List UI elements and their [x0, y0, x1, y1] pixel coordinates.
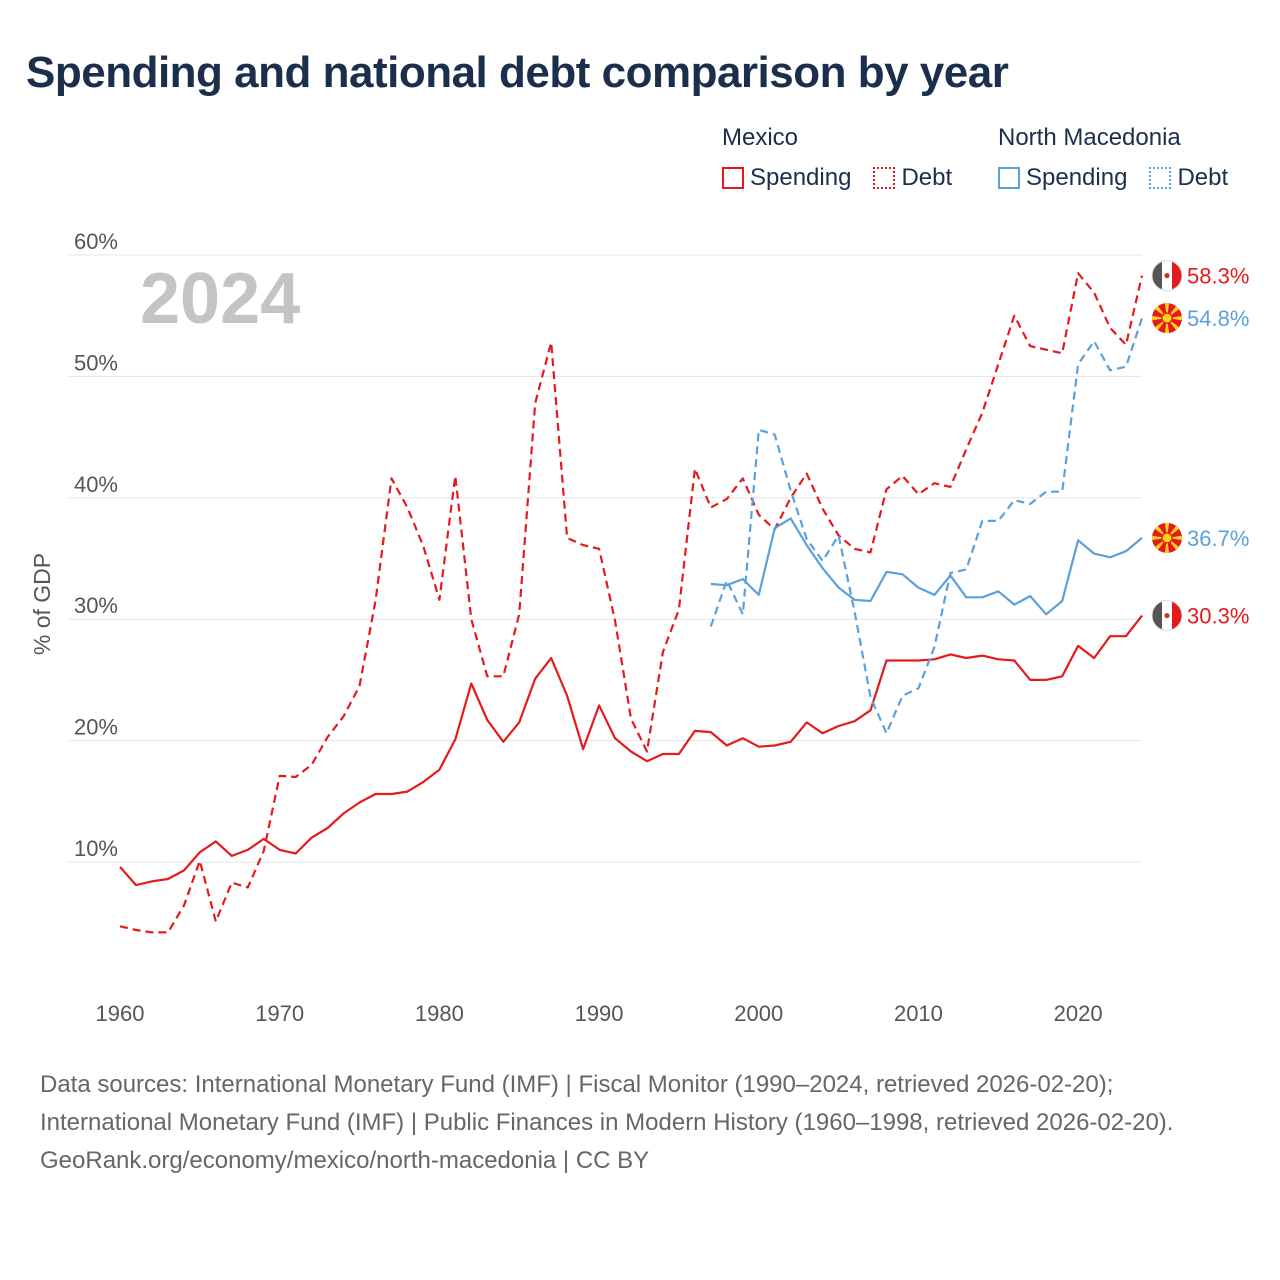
series-line-mexico-spending	[119, 614, 1143, 887]
x-tick-label: 1980	[415, 1001, 464, 1026]
series-line-north-macedonia-debt	[709, 317, 1144, 735]
legend-group-north-macedonia: North Macedonia Spending Debt	[998, 124, 1228, 192]
legend-group-mexico: Mexico Spending Debt	[722, 124, 970, 192]
north-macedonia-flag-icon	[1152, 522, 1182, 553]
legend-swatch-solid	[998, 167, 1020, 189]
data-sources-text: Data sources: International Monetary Fun…	[40, 1071, 1174, 1136]
legend-item-north-macedonia-debt[interactable]: Debt	[1149, 164, 1228, 192]
x-tick-label: 2000	[734, 1001, 783, 1026]
legend-item-label: Debt	[901, 164, 953, 191]
x-tick-label: 2010	[894, 1001, 943, 1026]
legend-group-name: North Macedonia	[998, 124, 1181, 151]
legend-item-mexico-spending[interactable]: Spending	[722, 164, 851, 192]
legend-swatch-dotted	[873, 167, 896, 189]
series-lines	[119, 272, 1144, 934]
series-line-north-macedonia-spending	[710, 517, 1143, 616]
y-tick-label: 20%	[74, 715, 118, 740]
mexico-flag-icon	[1151, 260, 1183, 292]
attribution-text: GeoRank.org/economy/mexico/north-macedon…	[40, 1147, 650, 1174]
legend-swatch-solid	[722, 167, 744, 189]
chart-title: Spending and national debt comparison by…	[26, 48, 1009, 97]
legend-item-mexico-debt[interactable]: Debt	[873, 164, 952, 192]
series-end-value-label: 36.7%	[1187, 526, 1249, 551]
grid-lines	[68, 254, 1142, 863]
north-macedonia-flag-icon	[1152, 303, 1182, 334]
series-end-value-label: 54.8%	[1187, 306, 1249, 331]
mexico-flag-icon	[1151, 600, 1183, 632]
series-line-mexico-debt	[119, 272, 1144, 934]
year-badge: 2024	[140, 259, 301, 339]
chart-footer: Data sources: International Monetary Fun…	[40, 1066, 1240, 1180]
y-tick-label: 40%	[74, 472, 118, 497]
x-tick-label: 1970	[255, 1001, 304, 1026]
legend-swatch-dotted	[1149, 167, 1172, 189]
x-tick-label: 1960	[96, 1001, 145, 1026]
x-axis-tick-labels: 1960 1970 1980 1990 2000 2010 2020	[96, 1001, 1103, 1026]
y-axis-label: % of GDP	[29, 553, 55, 655]
legend-item-north-macedonia-spending[interactable]: Spending	[998, 164, 1127, 192]
series-end-value-label: 30.3%	[1187, 604, 1249, 629]
y-tick-label: 30%	[74, 593, 118, 618]
legend-item-label: Debt	[1177, 164, 1229, 191]
x-tick-label: 1990	[575, 1001, 624, 1026]
legend-item-label: Spending	[750, 164, 852, 191]
y-axis-tick-labels: 10% 20% 30% 40% 50% 60%	[74, 229, 118, 861]
y-tick-label: 10%	[74, 836, 118, 861]
x-tick-label: 2020	[1054, 1001, 1103, 1026]
series-end-value-label: 58.3%	[1187, 264, 1249, 289]
series-end-markers: 30.3% 58.3% 36.7% 54.8%	[1151, 260, 1249, 632]
y-tick-label: 60%	[74, 229, 118, 254]
legend-item-label: Spending	[1026, 164, 1128, 191]
legend-group-name: Mexico	[722, 124, 799, 151]
y-tick-label: 50%	[74, 350, 118, 375]
